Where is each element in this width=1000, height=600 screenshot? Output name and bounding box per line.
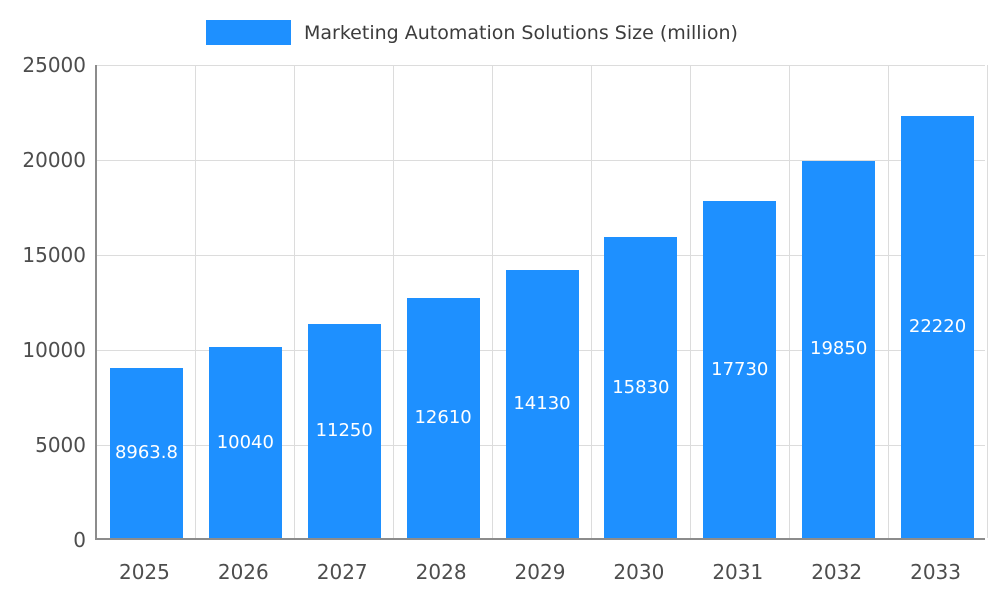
x-gridline xyxy=(986,65,988,538)
bar: 12610 xyxy=(406,298,480,538)
bar: 11250 xyxy=(307,324,381,538)
x-axis-tick-label: 2026 xyxy=(217,560,269,584)
y-axis-tick-label: 10000 xyxy=(22,338,86,362)
legend-label: Marketing Automation Solutions Size (mil… xyxy=(304,21,738,44)
x-axis-tick-label: 2030 xyxy=(613,560,665,584)
y-axis-tick-label: 0 xyxy=(73,528,86,552)
x-axis-tick-label: 2031 xyxy=(712,560,764,584)
y-gridline xyxy=(97,159,985,161)
bar: 15830 xyxy=(604,237,678,538)
bar-value-label: 14130 xyxy=(513,392,571,414)
bar-value-label: 11250 xyxy=(315,420,373,442)
bar-value-label: 10040 xyxy=(216,431,274,453)
y-gridline xyxy=(97,254,985,256)
y-axis-tick-label: 20000 xyxy=(22,148,86,172)
x-axis-tick-label: 2033 xyxy=(910,560,961,584)
x-axis-tick-label: 2028 xyxy=(415,560,467,584)
x-gridline xyxy=(689,65,691,538)
x-gridline xyxy=(393,65,395,538)
bar: 19850 xyxy=(802,160,876,538)
x-gridline xyxy=(887,65,889,538)
bar: 8963.8 xyxy=(109,367,183,538)
legend: Marketing Automation Solutions Size (mil… xyxy=(206,20,738,45)
x-axis-tick-label: 2029 xyxy=(514,560,566,584)
x-gridline xyxy=(294,65,296,538)
x-gridline xyxy=(788,65,790,538)
x-axis-tick-label: 2027 xyxy=(316,560,368,584)
bar-value-label: 22220 xyxy=(908,315,967,337)
x-gridline xyxy=(195,65,197,538)
y-gridline xyxy=(97,64,985,66)
x-axis-tick-label: 2025 xyxy=(118,560,170,584)
bar: 14130 xyxy=(505,269,579,538)
y-axis-tick-label: 5000 xyxy=(35,433,86,457)
x-gridline xyxy=(492,65,494,538)
bar-value-label: 19850 xyxy=(810,338,868,360)
bar-value-label: 15830 xyxy=(612,376,670,398)
y-axis-tick-label: 15000 xyxy=(22,243,86,267)
x-gridline xyxy=(590,65,592,538)
bar: 10040 xyxy=(208,347,282,538)
bar: 17730 xyxy=(703,201,777,538)
x-axis-tick-label: 2032 xyxy=(811,560,863,584)
bar-value-label: 17730 xyxy=(711,358,769,380)
legend-swatch xyxy=(206,20,291,45)
y-axis-tick-label: 25000 xyxy=(22,53,86,77)
bar: 22220 xyxy=(901,115,975,538)
bar-value-label: 8963.8 xyxy=(114,441,178,463)
plot-area: 8963.8 10040 11250 12610 14130 15830 17730 1985… xyxy=(95,64,988,540)
bar-value-label: 12610 xyxy=(414,407,472,429)
